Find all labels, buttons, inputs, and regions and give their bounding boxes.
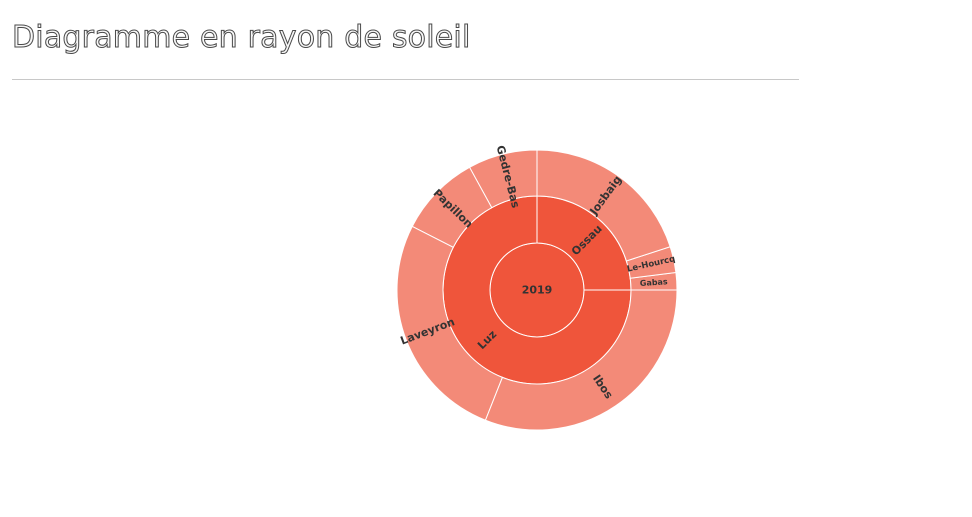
sunburst-sector-ibos[interactable] [484,289,678,431]
title-divider [12,79,799,80]
sunburst-label-gabas: Gabas [640,277,669,288]
page-title: Diagramme en rayon de soleil [12,20,471,56]
sunburst-root-label: 2019 [522,284,553,297]
